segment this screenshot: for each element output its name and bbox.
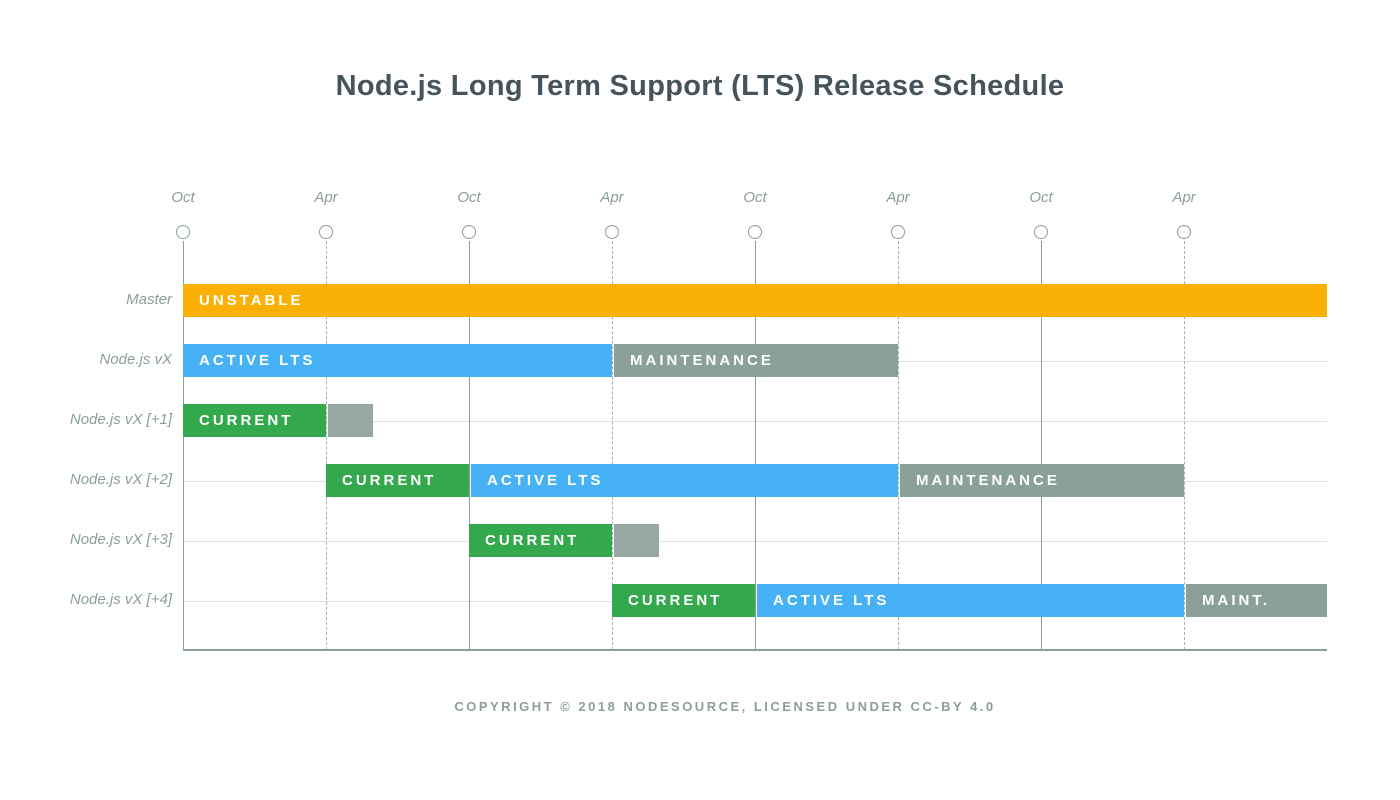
row-label: Node.js vX [+2] [69, 471, 172, 488]
bar-label: CURRENT [199, 412, 294, 429]
row-label: Node.js vX [+3] [69, 531, 172, 548]
gantt-bar: MAINTENANCE [900, 464, 1184, 497]
bar-label: UNSTABLE [199, 292, 304, 309]
gantt-bar: CURRENT [326, 464, 469, 497]
gantt-bar: ACTIVE LTS [757, 584, 1184, 617]
x-tick-label: Apr [1172, 189, 1196, 206]
gantt-bar: ACTIVE LTS [471, 464, 898, 497]
bar-label: MAINTENANCE [630, 352, 774, 369]
tick-circle-marker [891, 225, 905, 239]
x-tick-label: Oct [457, 189, 481, 206]
gantt-bar: CURRENT [469, 524, 612, 557]
tick-circle-marker [1177, 225, 1191, 239]
gantt-bar: CURRENT [183, 404, 326, 437]
gridline-vertical [325, 241, 327, 650]
page-title: Node.js Long Term Support (LTS) Release … [335, 70, 1065, 102]
tick-circle-marker [1034, 225, 1048, 239]
bar-label: CURRENT [628, 592, 723, 609]
tick-circle-marker [605, 225, 619, 239]
tick-circle-marker [319, 225, 333, 239]
gridline-vertical [611, 241, 613, 650]
x-tick-label: Apr [886, 189, 910, 206]
gantt-bar: ACTIVE LTS [183, 344, 612, 377]
bar-label: ACTIVE LTS [773, 592, 890, 609]
x-tick-label: Oct [743, 189, 767, 206]
gantt-bar: MAINT. [1186, 584, 1327, 617]
bar-label: ACTIVE LTS [199, 352, 316, 369]
gridline-vertical [182, 241, 184, 650]
tick-circle-marker [748, 225, 762, 239]
row-label: Node.js vX [99, 351, 172, 368]
gantt-bar: MAINTENANCE [614, 344, 898, 377]
bar-label: MAINT. [1202, 592, 1270, 609]
gridline-vertical [468, 241, 470, 650]
bar-label: CURRENT [485, 532, 580, 549]
gantt-bar: CURRENT [612, 584, 755, 617]
tick-circle-marker [462, 225, 476, 239]
gridline-vertical [897, 241, 899, 650]
copyright-note: COPYRIGHT © 2018 NODESOURCE, LICENSED UN… [454, 699, 996, 714]
bar-label: ACTIVE LTS [487, 472, 604, 489]
bar-label: CURRENT [342, 472, 437, 489]
tick-circle-marker [176, 225, 190, 239]
row-label: Node.js vX [+1] [69, 411, 172, 428]
gridline-vertical [1040, 241, 1042, 650]
gridline-vertical [754, 241, 756, 650]
row-label: Node.js vX [+4] [69, 591, 172, 608]
x-axis-line [183, 649, 1327, 651]
row-label: Master [126, 291, 172, 308]
gantt-bar [328, 404, 374, 437]
gantt-bar: UNSTABLE [183, 284, 1327, 317]
x-tick-label: Oct [171, 189, 195, 206]
x-tick-label: Apr [600, 189, 624, 206]
gridline-vertical [1183, 241, 1185, 650]
x-tick-label: Apr [314, 189, 338, 206]
gantt-bar [614, 524, 660, 557]
bar-label: MAINTENANCE [916, 472, 1060, 489]
x-tick-label: Oct [1029, 189, 1053, 206]
